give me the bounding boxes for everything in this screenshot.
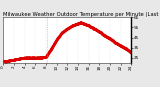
Text: Milwaukee Weather Outdoor Temperature per Minute (Last 24 Hours): Milwaukee Weather Outdoor Temperature pe… <box>3 12 160 17</box>
